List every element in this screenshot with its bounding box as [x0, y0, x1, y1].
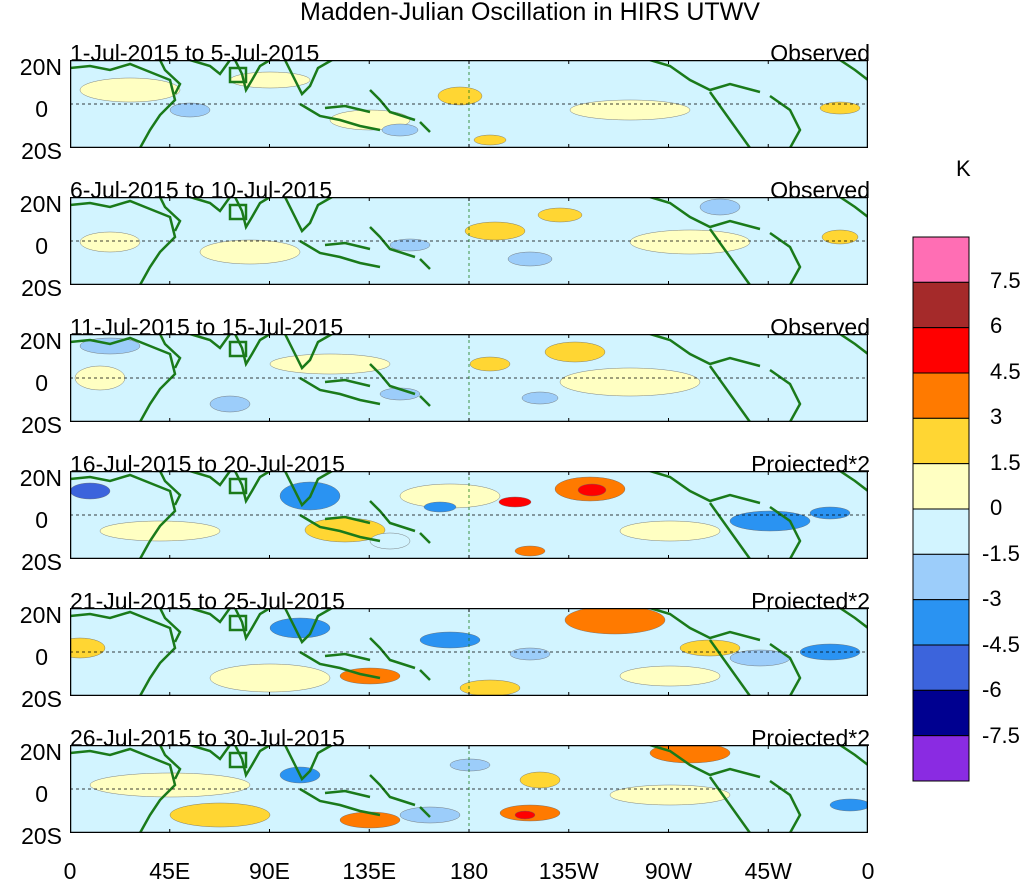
- colorbar-swatch: [912, 735, 970, 782]
- latitude-label: 0: [35, 370, 48, 396]
- colorbar-label: -7.5: [982, 722, 1020, 748]
- colorbar-swatch: [912, 463, 970, 510]
- latitude-label: 20N: [19, 602, 62, 628]
- map-panel: 11-Jul-2015 to 15-Jul-2015 Observed 20N 0 20…: [0, 314, 1024, 460]
- map-panel: 1-Jul-2015 to 5-Jul-2015 Observed 20N 0 20S: [0, 40, 1024, 186]
- latitude-label: 20N: [19, 328, 62, 354]
- colorbar: [912, 236, 970, 782]
- latitude-label: 20S: [21, 823, 62, 849]
- colorbar-label: 6: [990, 313, 1003, 338]
- colorbar-swatch: [912, 689, 970, 737]
- colorbar-swatch: [912, 644, 970, 691]
- colorbar-swatch: [912, 281, 970, 329]
- colorbar-swatch: [912, 508, 970, 555]
- anomaly-map: [70, 334, 868, 422]
- latitude-label: 0: [35, 507, 48, 533]
- map-panel: 16-Jul-2015 to 20-Jul-2015 Projected*2 20N…: [0, 451, 1024, 597]
- latitude-label: 20N: [19, 191, 62, 217]
- colorbar-label: -3: [982, 586, 1002, 611]
- longitude-label: 45E: [149, 858, 191, 884]
- latitude-label: 0: [35, 96, 48, 122]
- colorbar-label: 1.5: [990, 449, 1021, 475]
- colorbar-swatch: [912, 599, 970, 646]
- latitude-label: 20S: [21, 412, 62, 438]
- longitude-label: 90E: [249, 858, 290, 884]
- colorbar-units: K: [956, 156, 971, 181]
- colorbar-label: 7.5: [990, 267, 1021, 293]
- longitude-label: 135W: [538, 858, 599, 884]
- longitude-label: 0: [861, 858, 875, 884]
- colorbar-label: 3: [990, 404, 1003, 429]
- colorbar-label: -6: [982, 677, 1002, 702]
- x-axis-labels: 0 45E 90E 135E 180 135W 90W 45W 0: [0, 858, 1024, 888]
- latitude-label: 0: [35, 233, 48, 259]
- latitude-label: 0: [35, 781, 48, 807]
- latitude-label: 20S: [21, 686, 62, 712]
- latitude-label: 20N: [19, 465, 62, 491]
- colorbar-swatch: [912, 327, 970, 374]
- anomaly-map: [70, 471, 868, 559]
- longitude-label: 45W: [744, 858, 792, 884]
- colorbar-swatch: [912, 417, 970, 465]
- colorbar-swatch: [912, 236, 970, 283]
- colorbar-swatch: [912, 372, 970, 419]
- colorbar-label: -4.5: [982, 631, 1020, 657]
- anomaly-map: [70, 60, 868, 148]
- anomaly-map: [70, 197, 868, 285]
- map-panel: 6-Jul-2015 to 10-Jul-2015 Observed 20N 0 20S: [0, 177, 1024, 323]
- longitude-label: 135E: [342, 858, 397, 884]
- latitude-label: 0: [35, 644, 48, 670]
- map-panel: 26-Jul-2015 to 30-Jul-2015 Projected*2 20N…: [0, 725, 1024, 871]
- longitude-label: 180: [449, 858, 489, 884]
- anomaly-map: [70, 745, 868, 833]
- latitude-label: 20S: [21, 549, 62, 575]
- colorbar-label: 0: [990, 495, 1003, 520]
- colorbar-label: -1.5: [982, 540, 1020, 566]
- latitude-label: 20S: [21, 275, 62, 301]
- map-panel: 21-Jul-2015 to 25-Jul-2015 Projected*2 20N…: [0, 588, 1024, 734]
- latitude-label: 20N: [19, 739, 62, 765]
- colorbar-label: 4.5: [990, 358, 1021, 384]
- longitude-label: 0: [63, 858, 77, 884]
- colorbar-swatch: [912, 553, 970, 601]
- longitude-label: 90W: [644, 858, 693, 884]
- anomaly-map: [70, 608, 868, 696]
- latitude-label: 20N: [19, 54, 62, 80]
- latitude-label: 20S: [21, 138, 62, 164]
- figure-title: Madden-Julian Oscillation in HIRS UTWV: [300, 0, 760, 26]
